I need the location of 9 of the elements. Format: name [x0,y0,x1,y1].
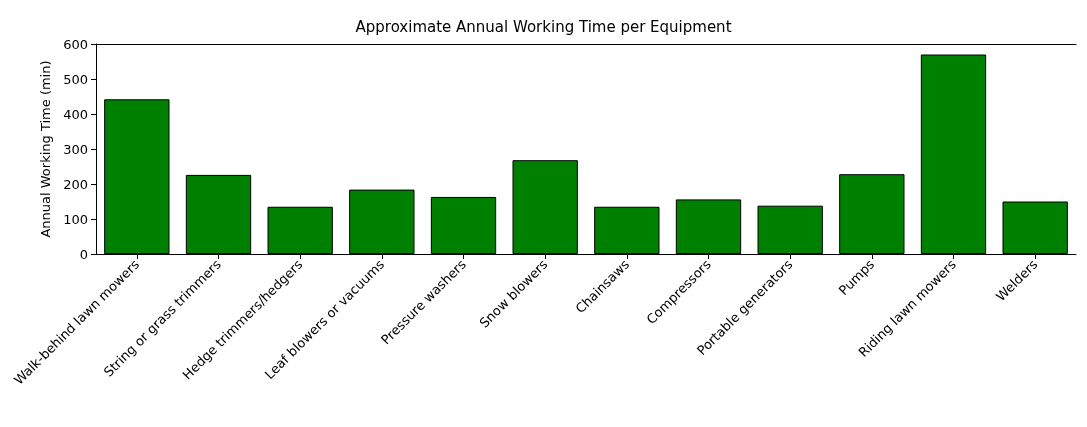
y-tick-label: 0 [79,246,88,262]
y-tick-label: 200 [63,176,88,192]
y-axis-title: Annual Working Time (min) [38,60,54,238]
y-tick-label: 300 [63,141,88,157]
y-tick-label: 500 [63,71,88,87]
y-tick-label: 600 [63,36,88,52]
chart-title: Approximate Annual Working Time per Equipment [355,17,732,36]
y-tick-label: 400 [63,106,88,122]
y-tick-label: 100 [63,211,88,227]
